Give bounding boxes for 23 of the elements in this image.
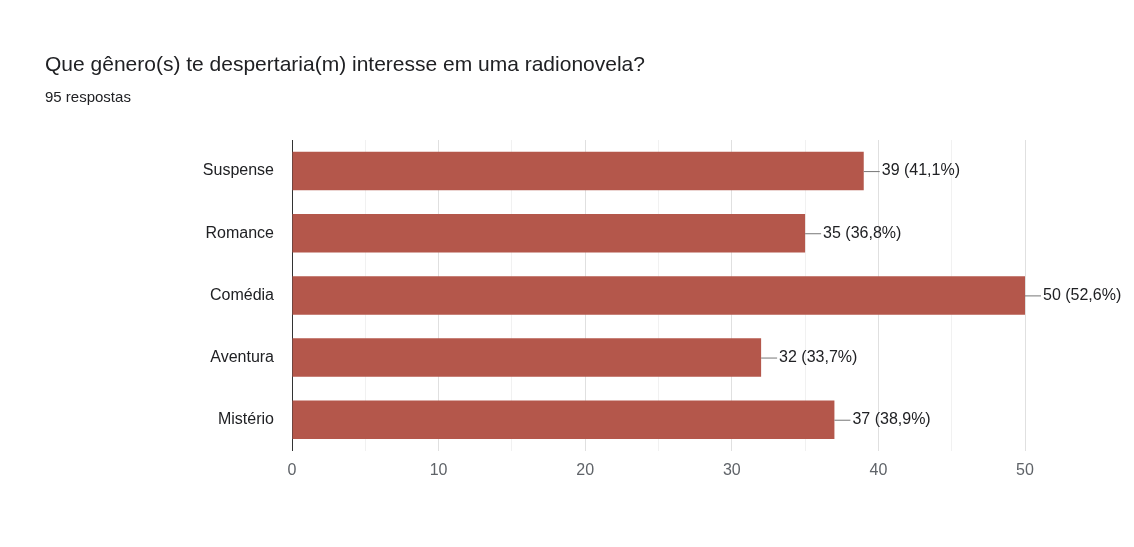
y-tick-label: Romance bbox=[205, 223, 275, 241]
x-tick-label: 20 bbox=[576, 460, 595, 478]
x-tick-label: 40 bbox=[869, 460, 888, 478]
bar bbox=[292, 400, 835, 439]
x-tick-label: 50 bbox=[1016, 460, 1034, 478]
x-tick-label: 10 bbox=[429, 460, 448, 478]
y-tick-label: Mistério bbox=[217, 410, 275, 428]
chart-title: Que gênero(s) te despertaria(m) interesse em uma radionovela? bbox=[45, 52, 645, 76]
x-tick-label: 0 bbox=[287, 460, 297, 478]
bar bbox=[292, 338, 762, 377]
bar bbox=[292, 151, 864, 191]
y-tick-label: Suspense bbox=[202, 161, 275, 179]
data-label: 32 (33,7%) bbox=[779, 347, 858, 365]
text: 95 respostas bbox=[45, 88, 131, 105]
data-label: 35 (36,8%) bbox=[823, 223, 902, 241]
x-tick-label: 30 bbox=[722, 460, 741, 478]
data-label: 37 (38,9%) bbox=[852, 410, 931, 428]
bar bbox=[292, 276, 1025, 315]
data-label: 39 (41,1%) bbox=[881, 161, 961, 179]
y-tick-label: Aventura bbox=[210, 347, 275, 365]
bar bbox=[292, 213, 806, 253]
y-tick-label: Comédia bbox=[209, 285, 275, 303]
data-label: 50 (52,6%) bbox=[1043, 285, 1122, 303]
